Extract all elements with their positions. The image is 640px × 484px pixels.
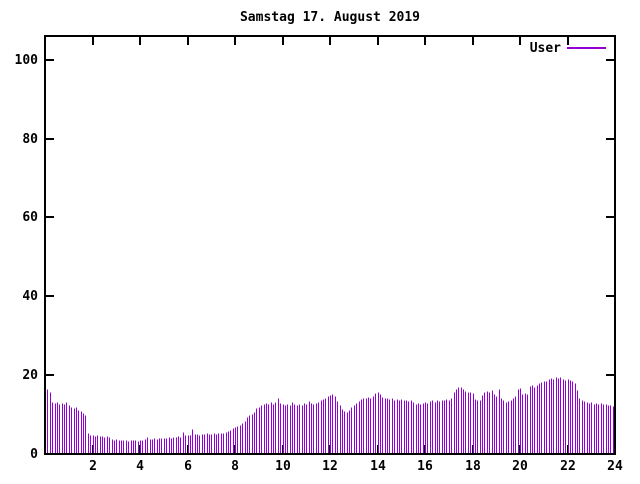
x-tick-label-12: 12 xyxy=(322,459,338,474)
x-tick-label-18: 18 xyxy=(465,459,481,474)
y-tick-label-20: 20 xyxy=(22,368,38,383)
plot-border xyxy=(44,35,616,455)
user-series-bars xyxy=(47,377,614,453)
x-tick-label-16: 16 xyxy=(417,459,433,474)
legend: User xyxy=(530,41,606,56)
x-tick-label-4: 4 xyxy=(136,459,144,474)
x-tick-label-22: 22 xyxy=(560,459,576,474)
x-tick-label-14: 14 xyxy=(370,459,386,474)
y-tick-label-60: 60 xyxy=(22,210,38,225)
y-tick-label-40: 40 xyxy=(22,289,38,304)
legend-label-user: User xyxy=(530,41,561,56)
x-tick-label-6: 6 xyxy=(184,459,192,474)
x-tick-label-2: 2 xyxy=(89,459,97,474)
x-tick-label-8: 8 xyxy=(231,459,239,474)
y-tick-label-100: 100 xyxy=(15,53,39,68)
y-tick-label-80: 80 xyxy=(22,132,38,147)
x-tick-label-20: 20 xyxy=(512,459,528,474)
x-tick-label-10: 10 xyxy=(275,459,291,474)
x-tick-label-24: 24 xyxy=(607,459,623,474)
chart-title: Samstag 17. August 2019 xyxy=(240,10,420,25)
y-tick-label-0: 0 xyxy=(30,447,38,462)
